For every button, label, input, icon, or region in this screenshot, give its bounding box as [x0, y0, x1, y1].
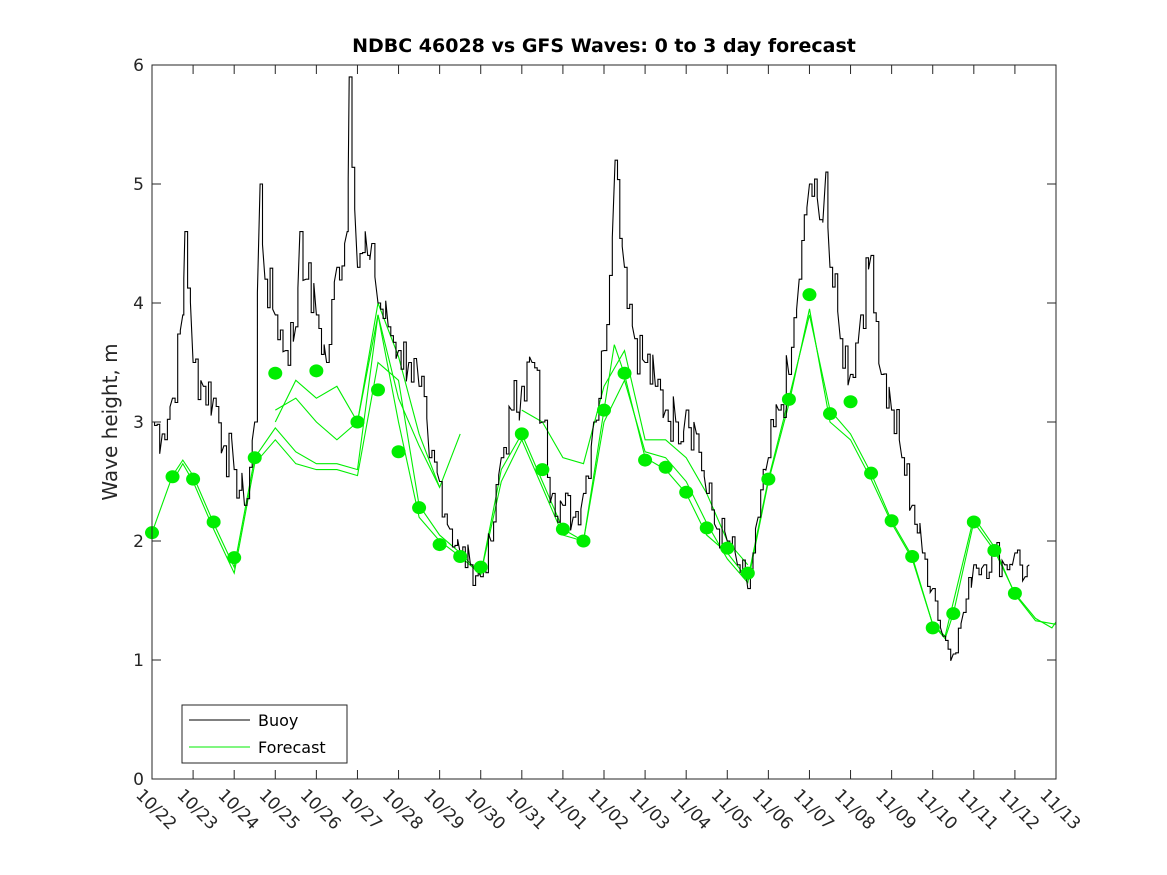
forecast-point — [1007, 586, 1022, 600]
forecast-point — [247, 451, 262, 465]
forecast-point — [699, 521, 714, 535]
forecast-point — [781, 392, 796, 406]
y-tick-label: 0 — [133, 770, 144, 790]
forecast-point — [227, 551, 242, 565]
legend-buoy-label: Buoy — [258, 711, 298, 730]
forecast-run-line-4 — [521, 349, 749, 566]
forecast-point — [186, 472, 201, 486]
forecast-point — [206, 515, 221, 529]
forecast-point — [761, 472, 776, 486]
forecast-point — [905, 549, 920, 563]
forecast-point — [925, 621, 940, 635]
y-axis-label: Wave height, m — [98, 343, 122, 500]
forecast-point — [679, 485, 694, 499]
forecast-point — [268, 366, 283, 380]
forecast-point — [412, 501, 427, 515]
forecast-point — [823, 407, 837, 421]
y-tick-label: 3 — [133, 413, 144, 433]
forecast-run-line-1 — [172, 308, 1057, 638]
forecast-point — [740, 566, 755, 580]
forecast-point — [617, 366, 632, 380]
forecast-point — [802, 288, 817, 302]
forecast-point — [391, 445, 406, 459]
forecast-point — [371, 383, 385, 397]
y-tick-label: 5 — [133, 175, 144, 195]
forecast-point — [514, 427, 529, 441]
legend-forecast-label: Forecast — [258, 738, 326, 757]
forecast-point — [864, 466, 879, 480]
legend: Buoy Forecast — [181, 704, 348, 764]
y-tick-label: 4 — [133, 294, 144, 314]
forecast-point — [638, 453, 653, 467]
forecast-point — [535, 463, 550, 477]
forecast-run-line-2 — [275, 314, 461, 489]
forecast-point — [555, 522, 570, 536]
forecast-point — [309, 364, 324, 378]
y-tick-label: 1 — [133, 651, 144, 671]
forecast-point — [453, 549, 468, 563]
forecast-point — [576, 534, 591, 548]
forecast-point — [165, 470, 180, 484]
forecast-point — [884, 514, 899, 528]
y-tick-label: 6 — [133, 56, 144, 76]
forecast-point — [987, 544, 1002, 558]
forecast-point — [597, 403, 611, 417]
forecast-point — [966, 515, 981, 529]
forecast-point — [658, 460, 673, 474]
forecast-point — [720, 541, 735, 555]
series-layer — [145, 76, 1057, 661]
forecast-point — [843, 395, 858, 409]
chart-title: NDBC 46028 vs GFS Waves: 0 to 3 day fore… — [352, 35, 856, 57]
forecast-point — [473, 560, 488, 574]
y-tick-label: 2 — [133, 532, 144, 552]
forecast-point — [432, 538, 447, 552]
buoy-line — [152, 76, 1030, 661]
forecast-point — [946, 607, 961, 621]
forecast-point — [350, 415, 365, 429]
legend-box — [181, 704, 348, 764]
